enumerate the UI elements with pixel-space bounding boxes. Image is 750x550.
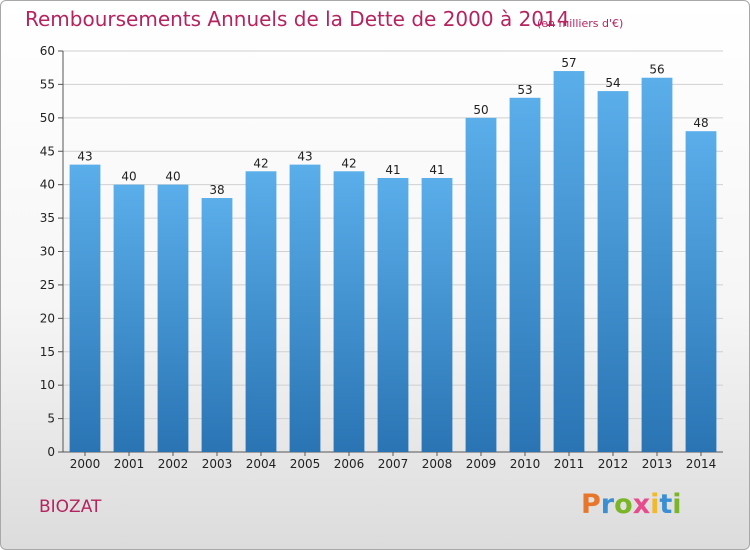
- bar-2008: [421, 177, 453, 452]
- bar-value-label: 41: [429, 163, 444, 177]
- bar-2004: [245, 171, 277, 453]
- y-tick-label: 25: [40, 278, 55, 292]
- logo-letter: o: [614, 489, 633, 520]
- y-tick-label: 60: [40, 44, 55, 58]
- bar-2001: [113, 184, 145, 452]
- bar-value-label: 57: [561, 56, 576, 70]
- y-tick-label: 45: [40, 144, 55, 158]
- y-tick-label: 15: [40, 345, 55, 359]
- x-tick-label: 2006: [334, 457, 365, 471]
- bar-value-label: 53: [517, 83, 532, 97]
- x-tick-label: 2004: [246, 457, 277, 471]
- y-tick-label: 30: [40, 245, 55, 259]
- y-tick-label: 10: [40, 378, 55, 392]
- y-tick-label: 5: [47, 412, 55, 426]
- bar-value-label: 43: [77, 150, 92, 164]
- bar-value-label: 48: [693, 116, 708, 130]
- bar-value-label: 38: [209, 183, 224, 197]
- bar-2009: [465, 117, 497, 452]
- y-tick-label: 0: [47, 445, 55, 459]
- bar-2011: [553, 71, 585, 453]
- bar-2006: [333, 171, 365, 453]
- bar-value-label: 40: [121, 170, 136, 184]
- proxiti-logo: Proxiti: [581, 489, 682, 520]
- bar-value-label: 43: [297, 150, 312, 164]
- bar-value-label: 41: [385, 163, 400, 177]
- x-tick-label: 2014: [686, 457, 717, 471]
- x-tick-label: 2003: [202, 457, 233, 471]
- y-tick-label: 40: [40, 178, 55, 192]
- x-tick-label: 2009: [466, 457, 497, 471]
- chart-unit: (en milliers d'€): [537, 17, 624, 30]
- x-tick-label: 2001: [114, 457, 145, 471]
- commune-name: BIOZAT: [39, 497, 102, 517]
- bar-value-label: 56: [649, 63, 664, 77]
- logo-letter: i: [672, 489, 682, 520]
- y-tick-label: 20: [40, 311, 55, 325]
- labels: 0 5 10 15 20 25 30 35 40 45 50 55 60 2000 43 2001 40 2002…: [40, 44, 717, 471]
- bars: [69, 71, 717, 453]
- bar-value-label: 54: [605, 76, 620, 90]
- logo-letter: r: [600, 489, 615, 520]
- bar-value-label: 42: [341, 156, 356, 170]
- logo-letter: x: [632, 489, 651, 520]
- bar-2014: [685, 131, 717, 452]
- logo-letter: t: [659, 489, 673, 520]
- x-tick-label: 2008: [422, 457, 453, 471]
- x-tick-label: 2011: [554, 457, 585, 471]
- x-tick-label: 2007: [378, 457, 409, 471]
- bar-2003: [201, 198, 233, 452]
- bar-2012: [597, 91, 629, 452]
- bar-2007: [377, 177, 409, 452]
- x-tick-label: 2012: [598, 457, 629, 471]
- logo-letter: i: [650, 489, 660, 520]
- x-tick-label: 2013: [642, 457, 673, 471]
- y-tick-label: 50: [40, 111, 55, 125]
- x-tick-label: 2005: [290, 457, 321, 471]
- bar-2002: [157, 184, 189, 452]
- x-tick-label: 2002: [158, 457, 189, 471]
- y-tick-label: 35: [40, 211, 55, 225]
- logo-letter: P: [581, 489, 601, 520]
- bar-2010: [509, 97, 541, 453]
- bar-value-label: 42: [253, 156, 268, 170]
- bar-2000: [69, 164, 101, 452]
- y-tick-label: 55: [40, 77, 55, 91]
- bar-value-label: 40: [165, 170, 180, 184]
- bar-2013: [641, 77, 673, 452]
- x-tick-label: 2000: [70, 457, 101, 471]
- chart-title: Remboursements Annuels de la Dette de 20…: [25, 7, 570, 31]
- bar-value-label: 50: [473, 103, 488, 117]
- bar-2005: [289, 164, 321, 452]
- x-tick-label: 2010: [510, 457, 541, 471]
